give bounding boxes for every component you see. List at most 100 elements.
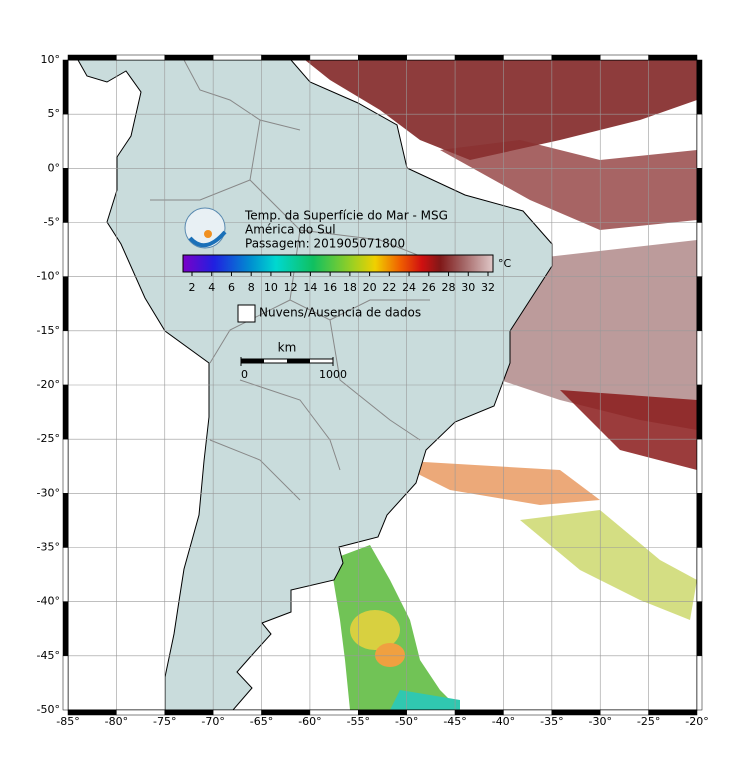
lon-tick-label: -45° [443, 715, 466, 728]
colorbar-tick-label: 28 [442, 281, 456, 294]
frame-segment [62, 493, 69, 548]
frame-segment [116, 54, 166, 61]
frame-segment [62, 547, 69, 602]
frame-segment [454, 54, 504, 61]
colorbar-tick-label: 14 [303, 281, 317, 294]
sst-patch [500, 240, 697, 430]
scale-bar-segment [241, 359, 264, 363]
frame-segment [696, 330, 703, 386]
lon-tick-label: -65° [250, 715, 273, 728]
lat-tick-label: -45° [37, 649, 60, 662]
frame-segment [696, 493, 703, 548]
frame-segment [406, 54, 456, 61]
frame-segment [696, 113, 703, 169]
scale-unit: km [278, 341, 297, 355]
lon-tick-label: -85° [56, 715, 79, 728]
scale-tick-label: 0 [241, 368, 248, 381]
lon-tick-label: -40° [492, 715, 515, 728]
colorbar-tick-label: 12 [284, 281, 298, 294]
scale-bar-segment [287, 359, 310, 363]
frame-segment [696, 384, 703, 440]
frame-segment [62, 276, 69, 332]
sst-patch [350, 610, 400, 650]
lon-tick-label: -70° [201, 715, 224, 728]
frame-segment [62, 384, 69, 440]
frame-border [62, 54, 703, 716]
colorbar-tick-label: 30 [461, 281, 475, 294]
frame-segment [648, 54, 698, 61]
legend-swatch [237, 304, 256, 323]
frame-segment [62, 330, 69, 386]
colorbar-tick-label: 18 [343, 281, 357, 294]
lat-tick-label: -15° [37, 324, 60, 337]
scale-tick-label: 1000 [319, 368, 347, 381]
frame-segment [212, 54, 262, 61]
frame-segment [164, 54, 214, 61]
frame-segment [696, 222, 703, 277]
frame-segment [62, 438, 69, 494]
sst-patch [390, 460, 600, 505]
grid [68, 60, 697, 710]
frame-segment [62, 168, 69, 223]
sst-patch [390, 690, 460, 710]
lon-tick-label: -35° [540, 715, 563, 728]
lat-tick-label: -20° [37, 378, 60, 391]
sst-patch [520, 510, 697, 620]
lat-tick-label: -25° [37, 432, 60, 445]
colorbar-tick-label: 20 [363, 281, 377, 294]
title-line: Passagem: 201905071800 [245, 237, 405, 251]
lat-tick-label: 0° [48, 161, 61, 174]
frame-segment [62, 601, 69, 657]
frame-segment [696, 547, 703, 602]
colorbar [182, 254, 494, 273]
colorbar-tick-label: 26 [422, 281, 436, 294]
colorbar-tick-label: 22 [382, 281, 396, 294]
frame-segment [358, 54, 407, 61]
frame-segment [696, 168, 703, 223]
frame-segment [261, 54, 311, 61]
sst-patch [440, 140, 697, 230]
lat-tick-label: -10° [37, 270, 60, 283]
colorbar-unit: °C [498, 257, 512, 270]
frame-segment [599, 54, 649, 61]
frame-segment [648, 709, 698, 716]
colorbar-ticks: 2 4 6 8 10 12 14 16 18 20 22 24 26 28 30 32 [189, 272, 495, 294]
colorbar-tick-label: 4 [208, 281, 215, 294]
frame-segment [696, 276, 703, 332]
lon-tick-label: -20° [685, 715, 708, 728]
logo-swoosh [188, 230, 227, 248]
frame-segment [67, 54, 117, 61]
frame-segment [696, 655, 703, 711]
frame-segment [696, 438, 703, 494]
frame-segment [62, 222, 69, 277]
lon-tick-label: -50° [395, 715, 418, 728]
lat-tick-label: -35° [37, 541, 60, 554]
title-line: América do Sul [245, 223, 336, 237]
lat-tick-label: -5° [44, 216, 60, 229]
colorbar-tick-label: 8 [248, 281, 255, 294]
frame-segment [696, 601, 703, 657]
legend-label: Nuvens/Ausencia de dados [259, 306, 421, 320]
colorbar-tick-label: 2 [189, 281, 196, 294]
title-line: Temp. da Superfície do Mar - MSG [244, 209, 448, 223]
scale-ticks: 0 1000 [240, 357, 347, 381]
frame-segment [551, 54, 601, 61]
frame-segment [62, 113, 69, 169]
colorbar-tick-label: 6 [228, 281, 235, 294]
frame-segment [503, 54, 553, 61]
frame-segment [696, 59, 703, 115]
map-area [68, 60, 697, 710]
logo [184, 207, 226, 249]
lon-tick-label: -30° [588, 715, 611, 728]
frame-segment [62, 655, 69, 711]
colorbar-tick-label: 24 [402, 281, 416, 294]
sst-patch [375, 643, 405, 667]
frame-segment [62, 59, 69, 115]
lon-tick-label: -80° [105, 715, 128, 728]
borders [150, 60, 431, 501]
frame-segment [309, 54, 359, 61]
lon-tick-label: -55° [347, 715, 370, 728]
lon-tick-label: -60° [298, 715, 321, 728]
lat-tick-label: 5° [48, 107, 61, 120]
lat-tick-label: 10° [41, 53, 61, 66]
